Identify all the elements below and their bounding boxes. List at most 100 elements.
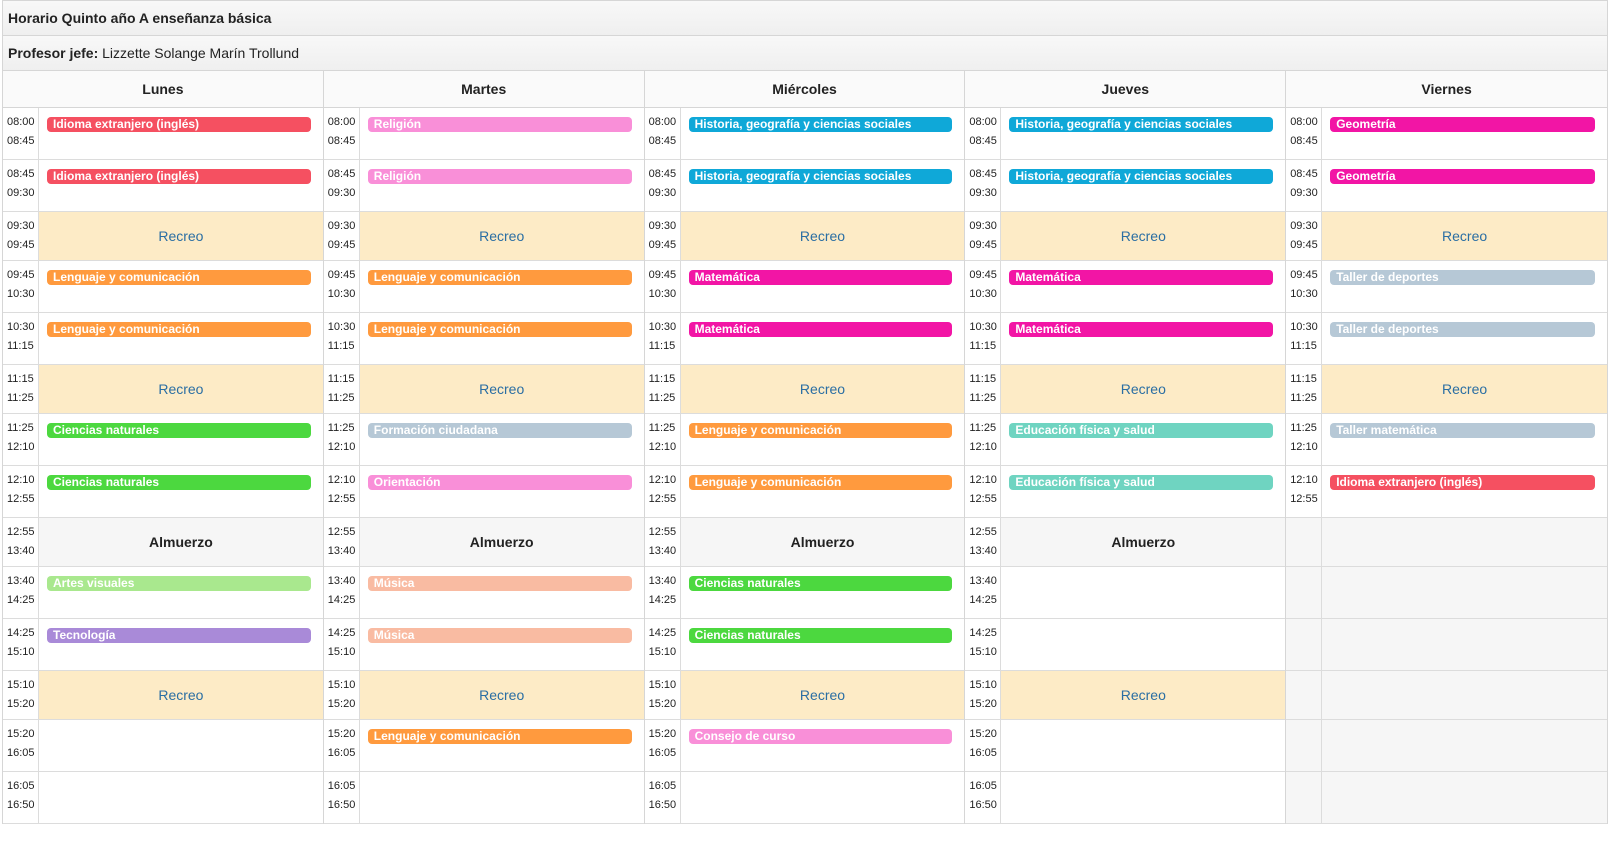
recess-cell: Recreo: [680, 365, 965, 413]
class-cell: Lenguaje y comunicación: [359, 261, 644, 312]
subject-pill[interactable]: Artes visuales: [47, 576, 311, 591]
class-cell: Taller matemática: [1322, 414, 1607, 465]
time-range: 10:30 11:15: [644, 313, 681, 364]
end-time: 09:45: [7, 239, 35, 251]
subject-pill[interactable]: Lenguaje y comunicación: [47, 270, 311, 285]
time-range: 09:45 10:30: [1286, 261, 1323, 312]
subject-pill[interactable]: Matemática: [688, 322, 953, 337]
start-time: 12:10: [1290, 474, 1318, 486]
subject-pill[interactable]: Religión: [367, 117, 632, 132]
subject-pill[interactable]: Lenguaje y comunicación: [688, 475, 953, 490]
end-time: 15:10: [7, 646, 35, 658]
schedule-row: 09:45 10:30 Matemática: [965, 261, 1286, 313]
class-cell: Artes visuales: [39, 567, 323, 618]
subject-pill[interactable]: Ciencias naturales: [47, 475, 311, 490]
end-time: 11:25: [648, 392, 676, 404]
time-range: 11:15 11:25: [965, 365, 1002, 413]
subject-pill[interactable]: Orientación: [367, 475, 632, 490]
subject-pill[interactable]: Taller de deportes: [1330, 270, 1595, 285]
time-range: 11:25 12:10: [644, 414, 681, 465]
day-column: Jueves 08:00 08:45 Historia, geografía y ci…: [965, 71, 1287, 824]
recess-label: Recreo: [1120, 228, 1166, 244]
subject-pill[interactable]: Formación ciudadana: [367, 423, 632, 438]
lunch-label: Almuerzo: [790, 534, 855, 550]
time-range: 11:25 12:10: [323, 414, 360, 465]
end-time: 15:20: [327, 698, 356, 710]
subject-pill[interactable]: Lenguaje y comunicación: [47, 322, 311, 337]
time-range: 09:30 09:45: [965, 212, 1002, 260]
subject-pill[interactable]: Geometría: [1330, 169, 1595, 184]
start-time: 16:05: [969, 780, 997, 792]
subject-pill[interactable]: Educación física y salud: [1009, 475, 1274, 490]
subject-pill[interactable]: Historia, geografía y ciencias sociales: [688, 169, 953, 184]
schedule-row: 14:25 15:10 Ciencias naturales: [644, 619, 965, 671]
subject-pill[interactable]: Idioma extranjero (inglés): [1330, 475, 1595, 490]
blank-cell: [1322, 619, 1607, 670]
end-time: 11:25: [7, 392, 34, 404]
subject-pill[interactable]: Música: [367, 576, 632, 591]
subject-pill[interactable]: Historia, geografía y ciencias sociales: [688, 117, 953, 132]
subject-pill[interactable]: Ciencias naturales: [688, 576, 953, 591]
start-time: 16:05: [7, 780, 35, 792]
subject-pill[interactable]: Lenguaje y comunicación: [367, 270, 632, 285]
subject-pill[interactable]: Matemática: [1009, 322, 1274, 337]
subject-pill[interactable]: Historia, geografía y ciencias sociales: [1009, 117, 1274, 132]
end-time: 12:55: [327, 493, 356, 505]
start-time: 15:10: [7, 679, 35, 691]
start-time: 12:55: [327, 526, 356, 538]
subject-pill[interactable]: Historia, geografía y ciencias sociales: [1009, 169, 1274, 184]
start-time: 08:45: [1290, 168, 1318, 180]
start-time: 15:10: [969, 679, 997, 691]
subject-pill[interactable]: Matemática: [1009, 270, 1274, 285]
subject-pill[interactable]: Geometría: [1330, 117, 1595, 132]
end-time: 16:05: [969, 747, 997, 759]
subject-pill[interactable]: Ciencias naturales: [47, 423, 311, 438]
schedule-row: 11:15 11:25 Recreo: [323, 365, 644, 414]
schedule-row: 15:10 15:20 Recreo: [644, 671, 965, 720]
subject-pill[interactable]: Matemática: [688, 270, 953, 285]
schedule-row: 08:00 08:45 Religión: [323, 108, 644, 160]
end-time: 11:15: [1290, 340, 1317, 352]
subject-pill[interactable]: Consejo de curso: [688, 729, 953, 744]
schedule-row: [1286, 671, 1607, 720]
start-time: 08:00: [648, 116, 677, 128]
schedule-row: 13:40 14:25: [965, 567, 1286, 619]
time-range: 15:10 15:20: [323, 671, 360, 719]
subject-pill[interactable]: Idioma extranjero (inglés): [47, 117, 311, 132]
schedule-row: 09:30 09:45 Recreo: [1286, 212, 1607, 261]
subject-pill[interactable]: Idioma extranjero (inglés): [47, 169, 311, 184]
subject-pill[interactable]: Lenguaje y comunicación: [367, 322, 632, 337]
end-time: 11:25: [969, 392, 997, 404]
subject-pill[interactable]: Religión: [367, 169, 632, 184]
start-time: 10:30: [7, 321, 35, 333]
schedule-row: 15:20 16:05: [3, 720, 323, 772]
empty-cell: [1001, 619, 1286, 670]
blank-cell: [1322, 671, 1607, 719]
subject-pill[interactable]: Taller matemática: [1330, 423, 1595, 438]
start-time: 11:15: [327, 373, 355, 385]
empty-cell: [1001, 720, 1286, 771]
start-time: 14:25: [327, 627, 356, 639]
class-cell: Historia, geografía y ciencias sociales: [680, 160, 965, 211]
subject-pill[interactable]: Taller de deportes: [1330, 322, 1595, 337]
class-cell: Ciencias naturales: [39, 466, 323, 517]
schedule-row: [1286, 518, 1607, 567]
teacher-row: Profesor jefe: Lizzette Solange Marín Tr…: [3, 36, 1607, 71]
day-column: Lunes 08:00 08:45 Idioma extranjero (inglés…: [3, 71, 324, 824]
class-cell: Historia, geografía y ciencias sociales: [1001, 160, 1286, 211]
subject-pill[interactable]: Ciencias naturales: [688, 628, 953, 643]
time-range: 12:10 12:55: [3, 466, 39, 517]
recess-label: Recreo: [158, 687, 204, 703]
subject-pill[interactable]: Lenguaje y comunicación: [688, 423, 953, 438]
subject-pill[interactable]: Lenguaje y comunicación: [367, 729, 632, 744]
end-time: 13:40: [7, 545, 35, 557]
start-time: 15:10: [648, 679, 677, 691]
subject-pill[interactable]: Tecnología: [47, 628, 311, 643]
time-range: 11:25 12:10: [1286, 414, 1323, 465]
start-time: 11:25: [1290, 422, 1317, 434]
subject-pill[interactable]: Educación física y salud: [1009, 423, 1274, 438]
subject-pill[interactable]: Música: [367, 628, 632, 643]
schedule-row: 13:40 14:25 Música: [323, 567, 644, 619]
end-time: 12:10: [327, 441, 356, 453]
recess-label: Recreo: [479, 381, 525, 397]
